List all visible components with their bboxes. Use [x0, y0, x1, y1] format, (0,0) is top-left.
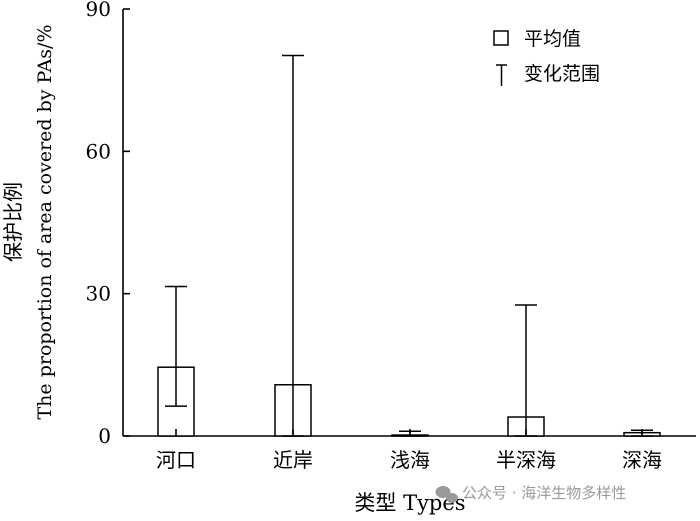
plot-area	[122, 9, 696, 437]
bars	[157, 366, 661, 437]
y-axis-ticks: 0 30 60 90	[86, 0, 130, 448]
x-axis-ticks: 河口 近岸 浅海 半深海 深海	[156, 429, 662, 472]
x-tick-label: 浅海	[390, 448, 430, 472]
range-bars	[165, 54, 653, 437]
legend-mean-label: 平均值	[524, 28, 581, 50]
wechat-icon	[435, 486, 458, 503]
legend-range-symbol	[496, 64, 507, 86]
watermark-text: 公众号 · 海洋生物多样性	[462, 484, 626, 502]
range-bar	[165, 285, 187, 407]
watermark: 公众号 · 海洋生物多样性	[435, 484, 626, 503]
legend-mean-swatch	[493, 30, 509, 46]
y-tick-label: 0	[98, 424, 111, 448]
y-tick-label: 30	[86, 282, 111, 306]
x-tick-label: 近岸	[273, 448, 313, 472]
y-axis-title-cn: 保护比例	[1, 182, 25, 262]
y-tick-label: 90	[86, 0, 111, 21]
x-tick-label: 深海	[622, 448, 662, 472]
legend: 平均值 变化范围	[493, 28, 600, 86]
y-tick-label: 60	[86, 139, 111, 163]
x-tick-label: 半深海	[496, 448, 556, 472]
x-tick-label: 河口	[156, 448, 196, 472]
legend-range-label: 变化范围	[524, 63, 600, 85]
y-axis-title-en: The proportion of area covered by PAs/%	[34, 24, 56, 419]
range-bar	[282, 54, 304, 437]
